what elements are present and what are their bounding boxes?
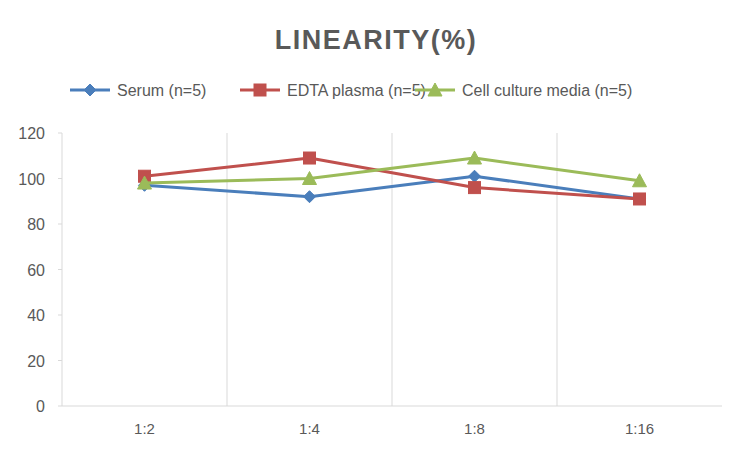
y-tick-label: 40 xyxy=(27,307,45,324)
chart: LINEARITY(%) Serum (n=5) EDTA plasma (n=5)… xyxy=(0,0,752,452)
point xyxy=(303,172,317,185)
x-tick-label: 1:16 xyxy=(625,420,654,437)
point xyxy=(469,170,481,182)
point xyxy=(304,152,316,164)
y-tick-label: 100 xyxy=(18,171,45,188)
legend: Serum (n=5) EDTA plasma (n=5) Cell culture… xyxy=(70,82,632,99)
y-tick-label: 0 xyxy=(36,398,45,415)
x-axis xyxy=(62,406,722,407)
y-tick xyxy=(58,315,62,316)
y-tick xyxy=(58,178,62,179)
point xyxy=(468,151,482,164)
point xyxy=(633,174,647,187)
y-tick xyxy=(58,360,62,361)
legend-label: EDTA plasma (n=5) xyxy=(287,82,426,99)
grid-line xyxy=(557,133,558,406)
title: LINEARITY(%) xyxy=(275,25,478,55)
legend-label: Serum (n=5) xyxy=(117,82,206,99)
y-tick-label: 80 xyxy=(27,216,45,233)
point xyxy=(138,176,152,189)
point xyxy=(634,193,646,205)
legend-label: Cell culture media (n=5) xyxy=(462,82,632,99)
y-tick xyxy=(58,224,62,225)
legend-marker xyxy=(254,84,266,96)
legend-marker xyxy=(84,84,96,96)
y-tick xyxy=(58,269,62,270)
x-tick-label: 1:8 xyxy=(464,420,485,437)
series-line xyxy=(145,158,640,183)
point xyxy=(304,191,316,203)
legend-marker xyxy=(428,83,442,96)
point xyxy=(634,193,646,205)
y-tick xyxy=(58,406,62,407)
x-tick-label: 1:4 xyxy=(299,420,320,437)
x-tick-label: 1:2 xyxy=(134,420,155,437)
grid-line xyxy=(227,133,228,406)
y-tick-label: 60 xyxy=(27,262,45,279)
y-tick-label: 120 xyxy=(18,125,45,142)
series-line xyxy=(145,158,640,199)
point xyxy=(469,182,481,194)
plot xyxy=(138,151,647,205)
y-tick xyxy=(58,133,62,134)
y-tick-label: 20 xyxy=(27,353,45,370)
